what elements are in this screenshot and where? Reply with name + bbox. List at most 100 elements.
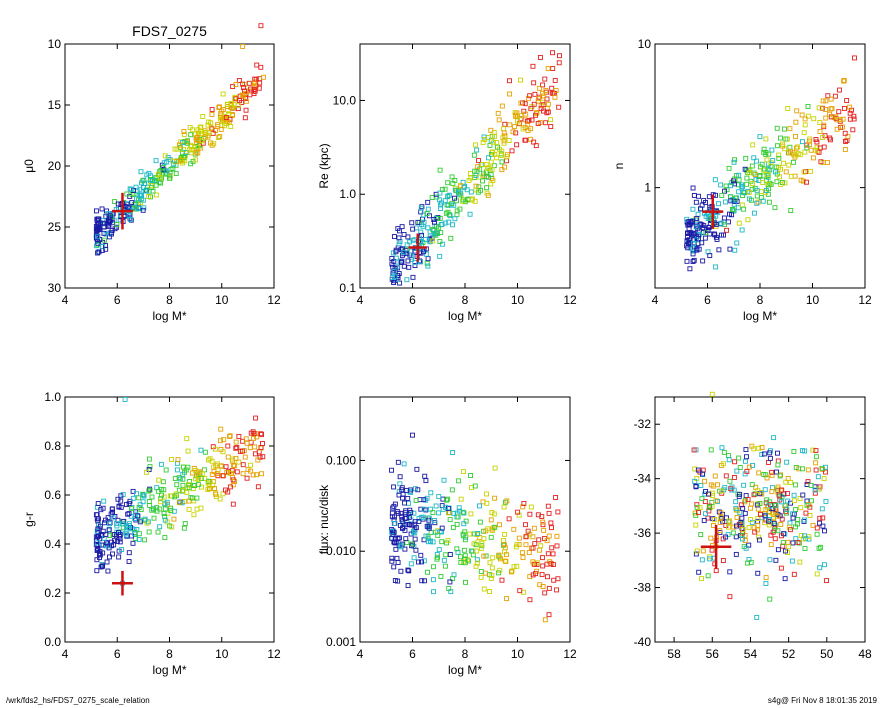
- data-point: [540, 519, 546, 525]
- data-point: [477, 503, 482, 509]
- data-point: [759, 189, 764, 195]
- data-point: [205, 457, 211, 463]
- data-point: [752, 172, 758, 177]
- data-point: [410, 226, 416, 232]
- data-point: [768, 182, 774, 187]
- data-point: [540, 102, 546, 108]
- data-point: [821, 476, 827, 482]
- data-point: [166, 173, 172, 178]
- y-tick-label: 10.0: [333, 93, 357, 107]
- data-point: [155, 529, 161, 535]
- data-point: [765, 459, 771, 465]
- x-tick-label: 6: [114, 293, 121, 307]
- data-point: [124, 191, 130, 197]
- data-point: [690, 206, 696, 212]
- data-point: [851, 113, 857, 119]
- x-tick-label: 4: [652, 293, 659, 307]
- data-point: [813, 448, 819, 454]
- data-point: [478, 574, 484, 580]
- data-point: [169, 457, 174, 462]
- data-point: [180, 471, 186, 477]
- data-point: [806, 138, 812, 144]
- data-point: [787, 527, 793, 533]
- data-point: [511, 564, 517, 570]
- data-point: [389, 535, 395, 541]
- data-point: [554, 543, 560, 549]
- data-point: [770, 158, 776, 163]
- data-point: [467, 171, 473, 176]
- data-point: [227, 434, 233, 439]
- data-point: [259, 432, 265, 437]
- data-point: [111, 542, 117, 548]
- data-point: [751, 170, 757, 176]
- data-point: [761, 167, 767, 173]
- x-tick-label: 12: [267, 293, 281, 307]
- data-point: [754, 158, 759, 164]
- data-point: [177, 142, 182, 148]
- data-point: [187, 479, 193, 484]
- data-point: [734, 514, 740, 520]
- data-point: [406, 521, 412, 527]
- data-point: [774, 450, 780, 456]
- data-point: [483, 174, 489, 180]
- data-point: [418, 506, 424, 512]
- data-point: [528, 136, 534, 142]
- data-point: [456, 478, 462, 484]
- data-point: [439, 187, 445, 193]
- data-point: [479, 543, 485, 549]
- data-point: [759, 451, 765, 457]
- data-point: [418, 229, 424, 235]
- data-point: [434, 551, 440, 557]
- data-point: [817, 120, 823, 125]
- data-point: [764, 497, 770, 503]
- data-point: [549, 525, 554, 531]
- data-point: [117, 532, 123, 538]
- data-point: [515, 509, 521, 515]
- data-point: [795, 516, 801, 522]
- data-point: [403, 515, 409, 521]
- x-axis-label: log M*: [152, 309, 186, 323]
- data-point: [755, 570, 761, 576]
- data-point: [785, 498, 791, 504]
- data-point: [133, 536, 139, 541]
- y-tick-label: 0.0: [44, 635, 61, 649]
- data-point: [145, 180, 151, 186]
- y-axis-label: g-r: [22, 512, 36, 527]
- data-point: [390, 505, 396, 511]
- data-point: [168, 508, 174, 514]
- data-point: [727, 594, 733, 600]
- data-point: [805, 104, 811, 109]
- data-point: [690, 259, 696, 264]
- data-point: [403, 508, 409, 514]
- data-point: [793, 145, 799, 151]
- data-point: [755, 488, 761, 494]
- data-point: [408, 510, 414, 515]
- data-point: [810, 155, 816, 161]
- data-point: [544, 561, 550, 567]
- data-point: [485, 526, 491, 532]
- data-point: [421, 558, 427, 564]
- data-point: [703, 489, 709, 494]
- data-point: [492, 524, 498, 530]
- data-point: [823, 498, 829, 504]
- data-point: [396, 241, 402, 247]
- data-point: [158, 496, 164, 502]
- data-point: [225, 443, 231, 449]
- data-point: [734, 523, 739, 529]
- data-point: [177, 476, 183, 482]
- data-point: [495, 144, 501, 150]
- data-point: [97, 523, 103, 529]
- data-point: [437, 190, 443, 196]
- data-point: [225, 454, 231, 460]
- data-point: [736, 177, 742, 183]
- data-point: [723, 199, 729, 205]
- data-point: [778, 166, 783, 172]
- data-point: [248, 430, 254, 436]
- data-point: [720, 461, 726, 467]
- footer-path: /wrk/fds2_hs/FDS7_0275_scale_relation: [6, 696, 150, 705]
- data-point: [193, 476, 199, 482]
- data-point: [422, 473, 428, 479]
- data-point: [775, 547, 781, 553]
- data-point: [697, 505, 703, 511]
- data-point: [827, 135, 833, 141]
